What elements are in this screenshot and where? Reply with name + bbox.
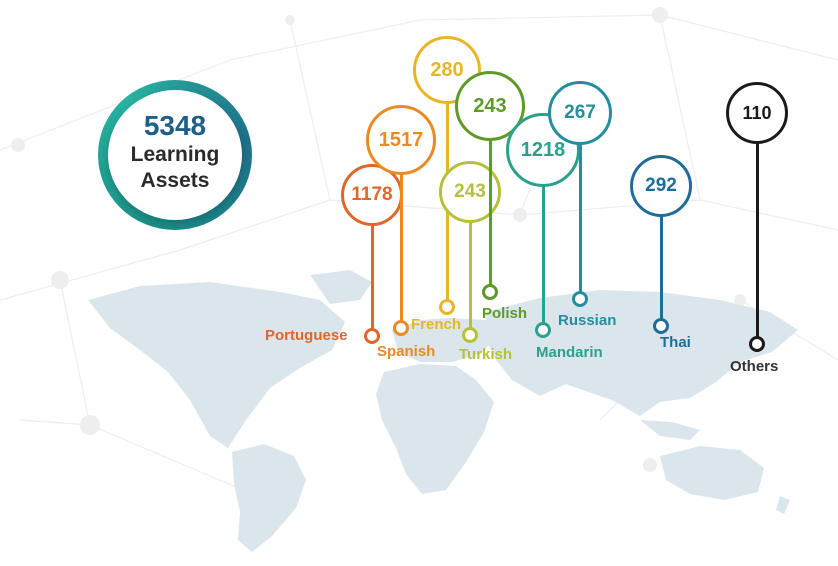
- pin-count-mandarin: 1218: [506, 113, 580, 187]
- pin-label-polish: Polish: [482, 305, 528, 322]
- pin-count-polish: 243: [455, 71, 525, 141]
- pin-stem-mandarin: [541, 185, 545, 328]
- pin-label-spanish: Spanish: [377, 343, 436, 360]
- pin-label-mandarin: Mandarin: [536, 344, 603, 361]
- pin-label-portuguese: Portuguese: [265, 327, 348, 344]
- total-count: 5348: [143, 110, 207, 141]
- location-pin-icon: [749, 336, 765, 352]
- location-pin-icon: [364, 328, 380, 344]
- location-pin-icon: [653, 318, 669, 334]
- pin-label-russian: Russian: [558, 312, 617, 329]
- pin-count-spanish: 1517: [366, 105, 436, 175]
- pin-stem-thai: [659, 215, 663, 324]
- location-pin-icon: [482, 284, 498, 300]
- pin-count-thai: 292: [630, 155, 692, 217]
- pin-count-turkish: 243: [439, 161, 501, 223]
- pin-stem-polish: [488, 139, 492, 290]
- pin-stem-spanish: [399, 173, 403, 326]
- pin-stem-others: [755, 142, 759, 342]
- pin-label-others: Others: [730, 358, 779, 375]
- pin-count-others: 110: [726, 82, 788, 144]
- pin-label-turkish: Turkish: [459, 346, 513, 363]
- pin-label-french: French: [411, 316, 462, 333]
- location-pin-icon: [439, 299, 455, 315]
- total-badge-inner: 5348 Learning Assets: [108, 90, 242, 220]
- location-pin-icon: [393, 320, 409, 336]
- location-pin-icon: [572, 291, 588, 307]
- total-label-line1: Learning: [130, 143, 220, 166]
- location-pin-icon: [462, 327, 478, 343]
- pin-stem-turkish: [468, 221, 472, 333]
- pin-stem-portuguese: [370, 224, 374, 334]
- pin-label-thai: Thai: [660, 334, 691, 351]
- pin-count-french: 280: [413, 36, 481, 104]
- location-pin-icon: [535, 322, 551, 338]
- pin-stem-russian: [578, 143, 582, 297]
- total-label-line2: Assets: [140, 169, 210, 192]
- total-badge: 5348 Learning Assets: [98, 80, 252, 230]
- pin-count-russian: 267: [548, 81, 612, 145]
